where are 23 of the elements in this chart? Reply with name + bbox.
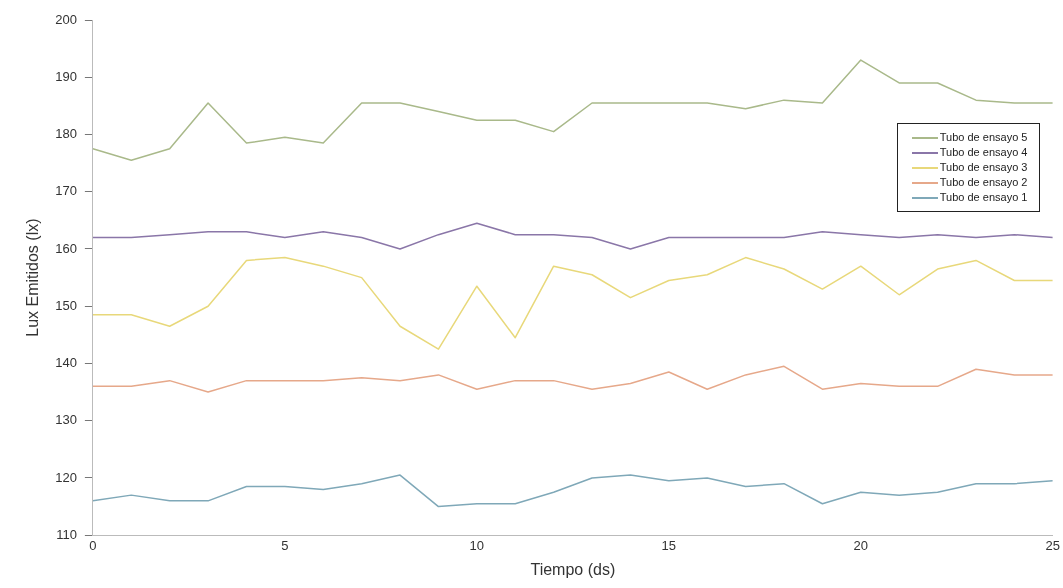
x-tick-label: 0 <box>89 537 97 553</box>
y-tick-label: 160 <box>55 240 77 256</box>
x-tick-label: 5 <box>281 537 289 553</box>
y-tick-label: 180 <box>55 126 77 142</box>
y-tick-label: 140 <box>55 355 77 371</box>
y-tick-label: 150 <box>55 297 77 313</box>
legend-label: Tubo de ensayo 1 <box>939 190 1028 206</box>
y-tick-label: 170 <box>55 183 77 199</box>
y-tick-label: 200 <box>55 11 77 27</box>
y-tick-label: 130 <box>55 412 77 428</box>
x-axis-title: Tiempo (ds) <box>530 560 616 578</box>
x-tick-label: 25 <box>1045 537 1060 553</box>
y-tick-label: 110 <box>56 526 77 542</box>
x-tick-label: 15 <box>661 537 677 553</box>
y-axis-title: Lux Emitidos (lx) <box>24 218 42 337</box>
y-tick-label: 190 <box>55 68 77 84</box>
legend-label: Tubo de ensayo 2 <box>939 175 1028 191</box>
y-tick-label: 120 <box>55 469 77 485</box>
legend-label: Tubo de ensayo 5 <box>939 130 1028 146</box>
x-tick-label: 10 <box>469 537 485 553</box>
legend-label: Tubo de ensayo 4 <box>939 145 1028 161</box>
legend-label: Tubo de ensayo 3 <box>939 160 1028 176</box>
x-tick-label: 20 <box>853 537 869 553</box>
